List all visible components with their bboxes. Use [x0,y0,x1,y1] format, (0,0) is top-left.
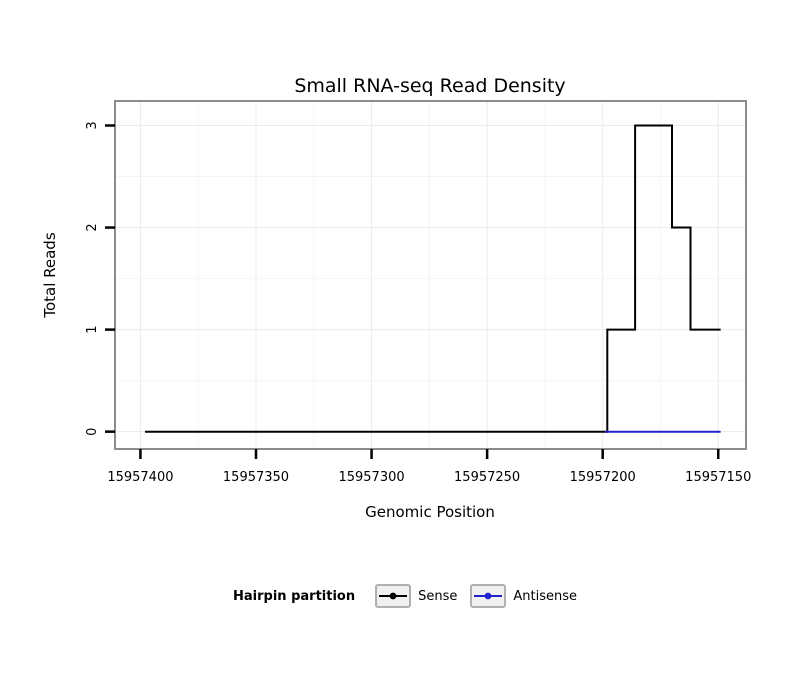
x-tick-label: 15957150 [685,470,751,485]
antisense-line-dot-icon [474,592,503,600]
legend-label-antisense: Antisense [513,588,577,604]
x-tick-label: 15957300 [338,470,404,485]
plot-panel-border [114,100,747,450]
legend-label-sense: Sense [418,588,458,604]
y-tick-label: 1 [85,325,100,333]
x-tick-label: 15957400 [107,470,173,485]
antisense-key-icon [470,584,507,608]
legend-title: Hairpin partition [233,588,356,604]
x-tick-label: 15957200 [570,470,636,485]
y-tick-label: 3 [85,121,100,129]
x-tick-label: 15957350 [223,470,289,485]
sense-key-icon [375,584,412,608]
chart-title: Small RNA-seq Read Density [294,75,565,97]
legend-item-antisense: Antisense [470,584,577,608]
hairpin-partition-legend: Hairpin partition Sense Antisense [0,584,810,608]
y-axis-label: Total Reads [41,232,59,318]
x-tick-label: 15957250 [454,470,520,485]
sense-line-dot-icon [379,592,408,600]
y-tick-label: 0 [85,428,100,436]
read-density-plot: Small RNA-seq Read Density Genomic Posit… [41,75,751,521]
x-axis-label: Genomic Position [365,503,495,521]
sense-line [145,124,721,433]
legend-item-sense: Sense [375,584,457,608]
y-tick-label: 2 [85,223,100,231]
